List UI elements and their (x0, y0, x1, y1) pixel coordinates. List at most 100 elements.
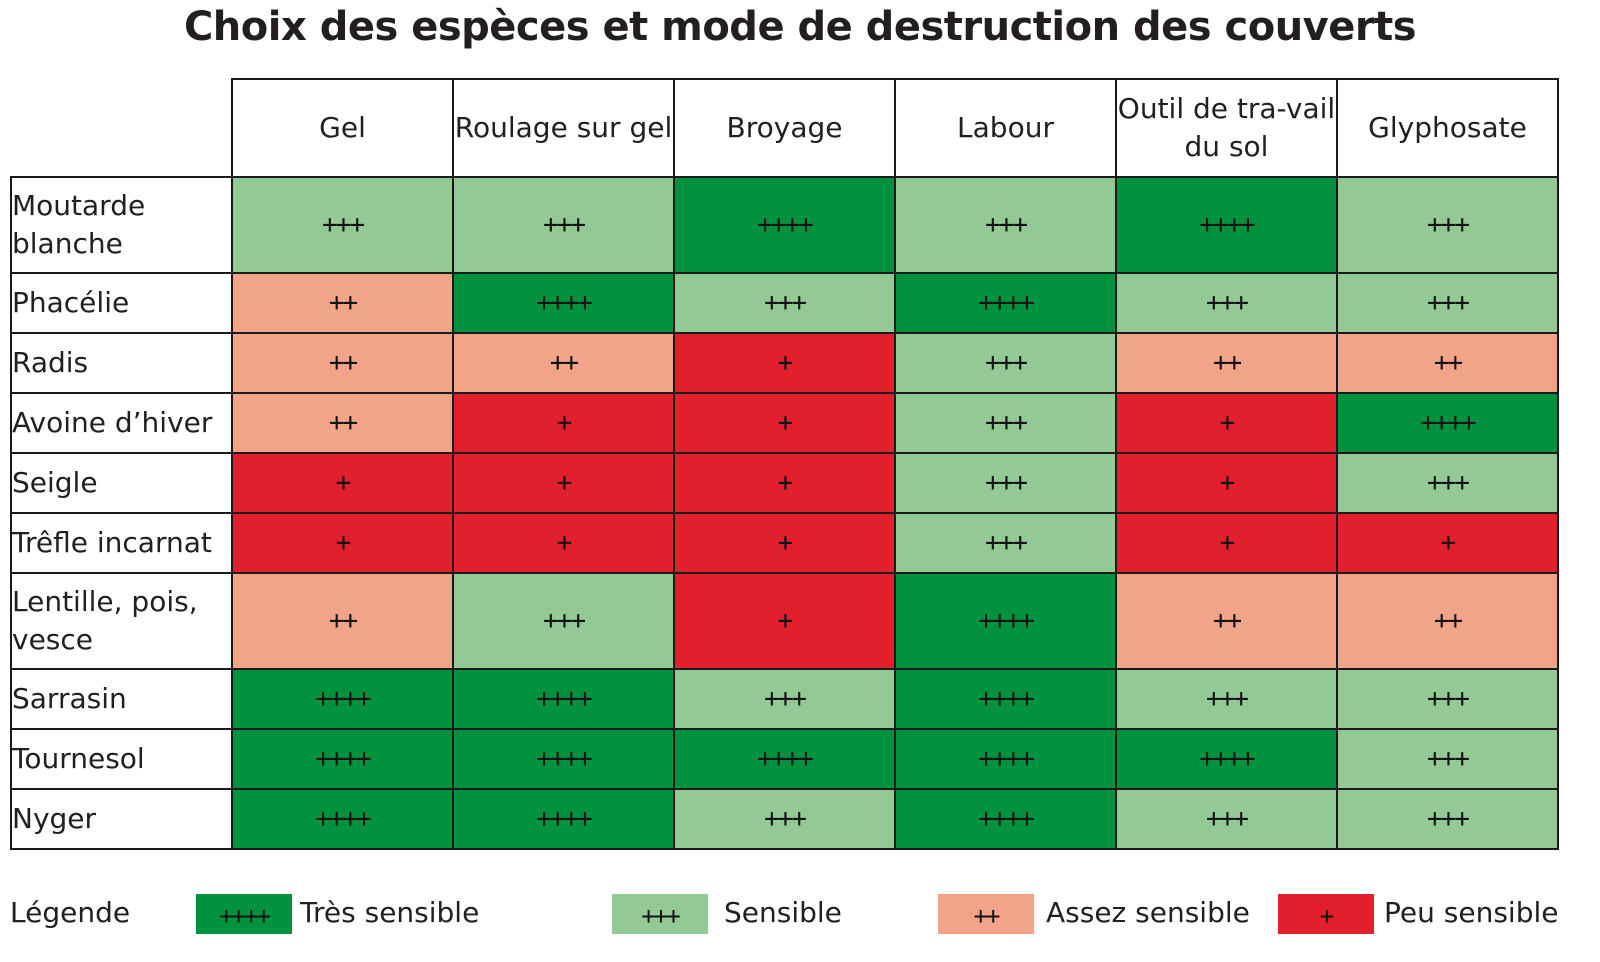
heatmap-cell: +++ (1336, 272, 1559, 334)
heatmap-cell: + (452, 512, 675, 574)
heatmap-cell: ++ (1115, 572, 1338, 670)
legend-swatch-assez-sensible: ++ (938, 894, 1034, 934)
column-header: Labour (894, 78, 1117, 178)
heatmap-cell: ++++ (894, 272, 1117, 334)
table-row: Avoine d’hiver ++ + + +++ + ++++ (10, 392, 1559, 454)
heatmap-cell: +++ (1336, 668, 1559, 730)
heatmap-cell: ++++ (1115, 728, 1338, 790)
heatmap-cell: + (673, 572, 896, 670)
heatmap-cell: +++ (1115, 668, 1338, 730)
heatmap-cell: ++++ (894, 788, 1117, 850)
legend: Légende ++++ Très sensible +++ Sensible … (0, 890, 1600, 950)
heatmap-cell: +++ (1115, 272, 1338, 334)
heatmap-cell: ++++ (1115, 176, 1338, 274)
heatmap-cell: +++ (673, 788, 896, 850)
corner-cell (11, 79, 232, 177)
heatmap-cell: + (673, 452, 896, 514)
heatmap-cell: +++ (894, 392, 1117, 454)
heatmap-cell: +++ (1336, 452, 1559, 514)
heatmap-cell: ++ (1336, 332, 1559, 394)
legend-text-assez-sensible: Assez sensible (1046, 896, 1250, 929)
heatmap-cell: ++++ (673, 176, 896, 274)
legend-label: Légende (10, 896, 131, 929)
heatmap-cell: +++ (673, 668, 896, 730)
table-row: Nyger ++++ ++++ +++ ++++ +++ +++ (10, 788, 1559, 850)
heatmap-cell: + (1336, 512, 1559, 574)
heatmap-cell: ++++ (231, 728, 454, 790)
heatmap-cell: ++++ (452, 788, 675, 850)
row-header: Trêfle incarnat (10, 512, 233, 574)
heatmap-cell: + (673, 512, 896, 574)
column-header: Glyphosate (1336, 78, 1559, 178)
heatmap-cell: +++ (894, 512, 1117, 574)
table-row: Sarrasin ++++ ++++ +++ ++++ +++ +++ (10, 668, 1559, 730)
column-header-row: Gel Roulage sur gel Broyage Labour Outil de … (11, 78, 1559, 178)
table-row: Tournesol ++++ ++++ ++++ ++++ ++++ +++ (10, 728, 1559, 790)
heatmap-cell: ++++ (894, 668, 1117, 730)
row-header: Seigle (10, 452, 233, 514)
heatmap-cell: ++++ (1336, 392, 1559, 454)
row-header: Nyger (10, 788, 233, 850)
row-header: Tournesol (10, 728, 233, 790)
heatmap-cell: + (452, 392, 675, 454)
heatmap-cell: + (1115, 452, 1338, 514)
table-row: Seigle + + + +++ + +++ (10, 452, 1559, 514)
column-header: Gel (231, 78, 454, 178)
row-header: Sarrasin (10, 668, 233, 730)
table-row: Radis ++ ++ + +++ ++ ++ (10, 332, 1559, 394)
heatmap-cell: +++ (1115, 788, 1338, 850)
heatmap-cell: + (1115, 392, 1338, 454)
heatmap-cell: ++ (1336, 572, 1559, 670)
heatmap-cell: ++++ (673, 728, 896, 790)
legend-swatch-sensible: +++ (612, 894, 708, 934)
heatmap-cell: ++++ (231, 788, 454, 850)
heatmap-cell: +++ (452, 572, 675, 670)
heatmap-cell: ++++ (452, 272, 675, 334)
row-header: Moutarde blanche (10, 176, 233, 274)
heatmap-cell: +++ (894, 452, 1117, 514)
heatmap-cell: +++ (894, 332, 1117, 394)
sensitivity-table: Gel Roulage sur gel Broyage Labour Outil de … (10, 78, 1559, 850)
chart-title: Choix des espèces et mode de destruction… (183, 4, 1417, 50)
heatmap-cell: +++ (452, 176, 675, 274)
table-row: Moutarde blanche +++ +++ ++++ +++ ++++ +++ (10, 176, 1559, 274)
legend-swatch-peu-sensible: + (1278, 894, 1374, 934)
heatmap-cell: ++ (231, 392, 454, 454)
heatmap-cell: ++++ (452, 668, 675, 730)
heatmap-cell: + (673, 332, 896, 394)
heatmap-cell: +++ (673, 272, 896, 334)
heatmap-cell: +++ (1336, 728, 1559, 790)
column-header: Broyage (673, 78, 896, 178)
table-body: Moutarde blanche +++ +++ ++++ +++ ++++ +++ Phac… (10, 176, 1559, 850)
heatmap-cell: ++++ (894, 728, 1117, 790)
heatmap-cell: +++ (1336, 176, 1559, 274)
heatmap-cell: +++ (894, 176, 1117, 274)
heatmap-cell: ++++ (231, 668, 454, 730)
heatmap-cell: ++ (452, 332, 675, 394)
heatmap-cell: ++ (231, 572, 454, 670)
row-header: Avoine d’hiver (10, 392, 233, 454)
legend-text-tres-sensible: Très sensible (300, 896, 480, 929)
heatmap-cell: + (1115, 512, 1338, 574)
column-header: Roulage sur gel (452, 78, 675, 178)
heatmap-cell: + (231, 452, 454, 514)
legend-swatch-tres-sensible: ++++ (196, 894, 292, 934)
heatmap-cell: ++++ (452, 728, 675, 790)
column-header: Outil de tra-vail du sol (1115, 78, 1338, 178)
heatmap-cell: ++ (1115, 332, 1338, 394)
legend-text-sensible: Sensible (724, 896, 842, 929)
heatmap-cell: ++++ (894, 572, 1117, 670)
legend-text-peu-sensible: Peu sensible (1384, 896, 1559, 929)
heatmap-cell: ++ (231, 332, 454, 394)
heatmap-cell: +++ (1336, 788, 1559, 850)
row-header: Radis (10, 332, 233, 394)
heatmap-cell: + (673, 392, 896, 454)
table-row: Lentille, pois, vesce ++ +++ + ++++ ++ ++ (10, 572, 1559, 670)
row-header: Lentille, pois, vesce (10, 572, 233, 670)
heatmap-cell: + (452, 452, 675, 514)
row-header: Phacélie (10, 272, 233, 334)
table-row: Trêfle incarnat + + + +++ + + (10, 512, 1559, 574)
table-row: Phacélie ++ ++++ +++ ++++ +++ +++ (10, 272, 1559, 334)
heatmap-cell: ++ (231, 272, 454, 334)
heatmap-cell: +++ (231, 176, 454, 274)
